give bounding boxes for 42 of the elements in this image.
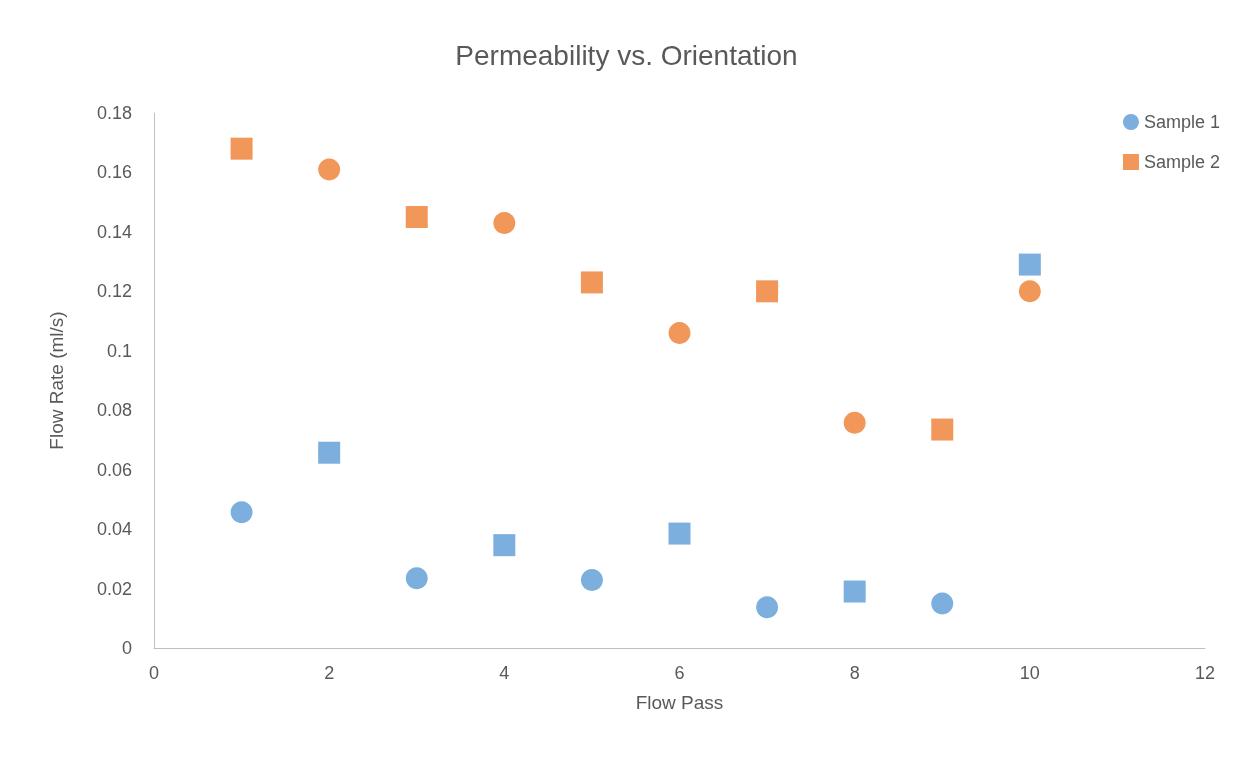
- x-axis-title: Flow Pass: [635, 692, 724, 713]
- y-axis-title: Flow Rate (ml/s): [46, 311, 67, 450]
- y-tick-label: 0.1: [106, 340, 132, 361]
- y-tick-label: 0.14: [96, 221, 132, 242]
- point: [493, 534, 516, 557]
- point: [580, 568, 603, 591]
- y-tick-label: 0.12: [96, 281, 132, 302]
- point: [230, 137, 253, 160]
- point: [931, 418, 954, 441]
- y-tick-label: 0.02: [96, 578, 132, 599]
- x-tick-label: 10: [1019, 663, 1040, 683]
- point: [493, 211, 516, 234]
- x-tick-label: 6: [674, 663, 685, 683]
- x-tick-label: 0: [148, 663, 160, 683]
- point: [230, 501, 253, 524]
- point: [756, 280, 779, 303]
- legend-label: Sample 1: [1143, 112, 1220, 132]
- point: [843, 580, 866, 603]
- x-tick-label: 2: [324, 663, 335, 683]
- y-tick-label: 0.18: [96, 103, 132, 123]
- point: [580, 271, 603, 294]
- y-tick-label: 0.04: [96, 519, 132, 540]
- point: [318, 441, 341, 464]
- x-tick-label: 12: [1194, 663, 1216, 683]
- point: [843, 411, 866, 434]
- point: [668, 522, 691, 545]
- x-tick-label: 4: [499, 663, 510, 683]
- point: [931, 592, 954, 615]
- x-tick-label: 8: [849, 663, 860, 683]
- legend-label: Sample 2: [1143, 152, 1220, 172]
- point: [318, 158, 341, 181]
- point: [1018, 253, 1041, 276]
- y-tick-label: 0.08: [96, 400, 132, 421]
- point: [405, 567, 428, 590]
- point: [1018, 280, 1041, 303]
- point: [668, 321, 691, 344]
- point: [756, 596, 779, 619]
- y-tick-label: 0.16: [96, 162, 132, 183]
- y-tick-label: 0: [121, 638, 132, 658]
- chart-title: Permeability vs. Orientation: [455, 39, 798, 71]
- y-tick-label: 0.06: [96, 459, 132, 480]
- point: [405, 206, 428, 229]
